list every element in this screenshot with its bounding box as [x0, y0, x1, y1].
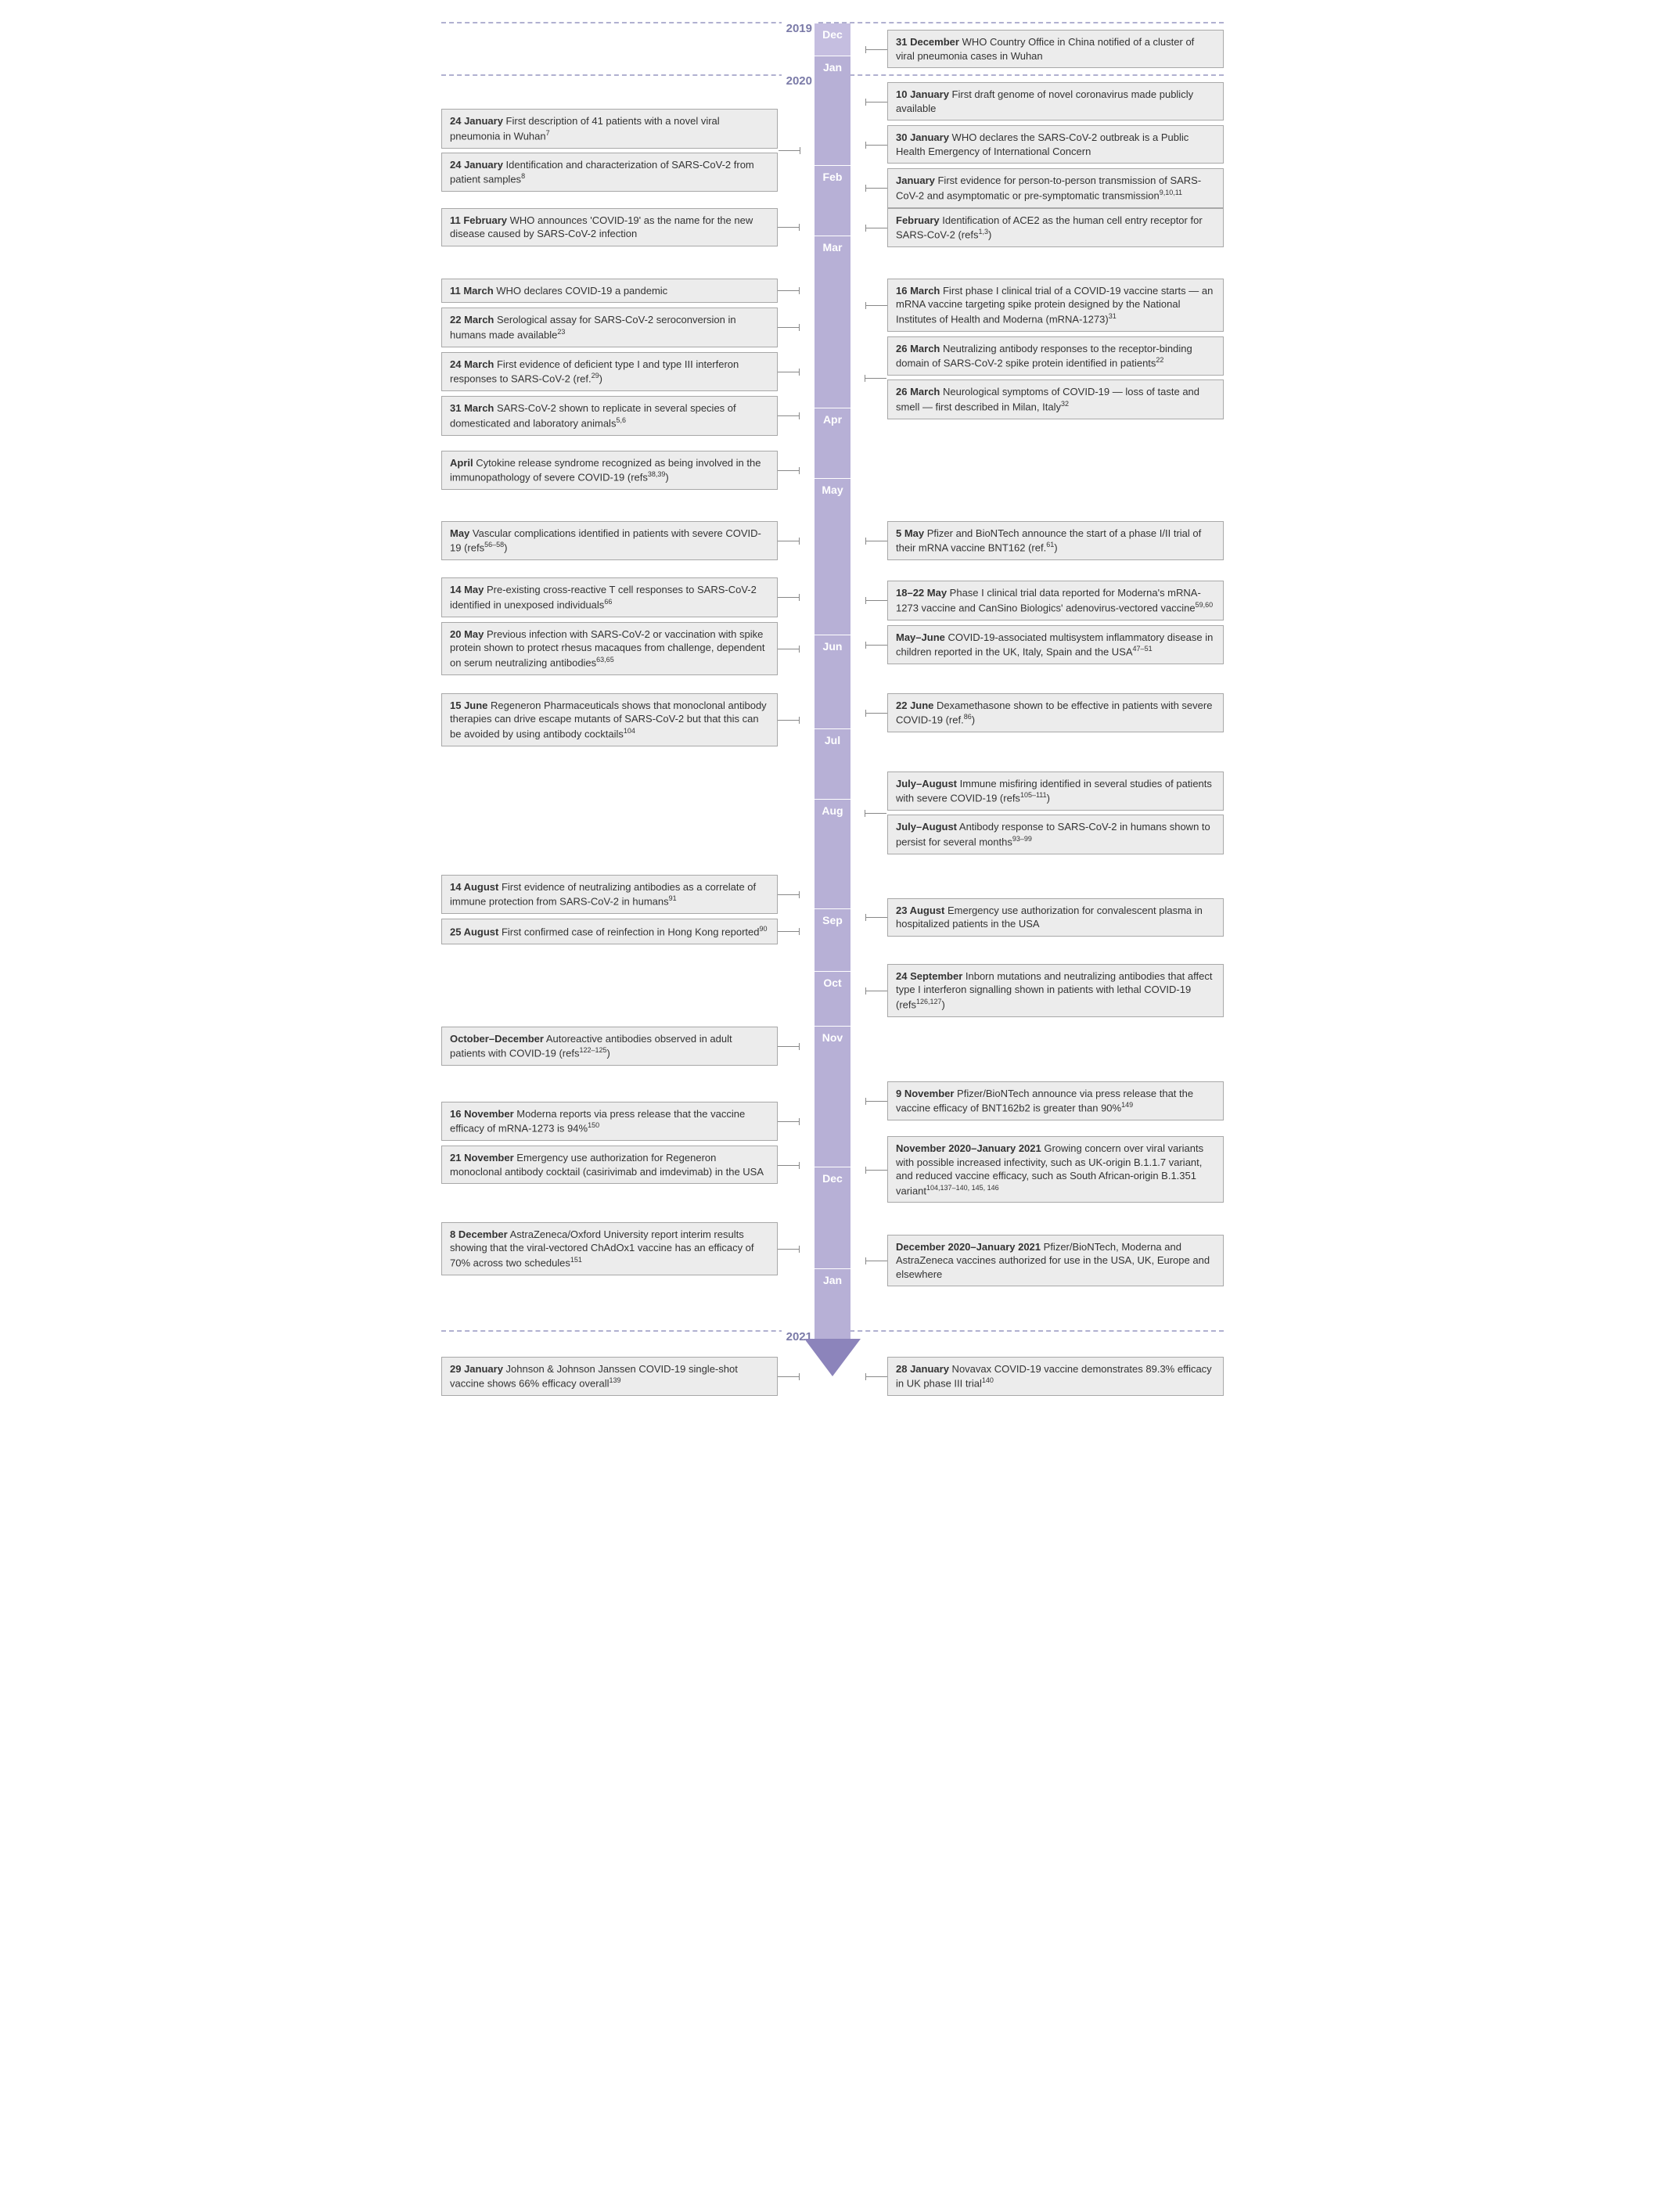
month-label: Oct [815, 972, 850, 1027]
event-box: 23 August Emergency use authorization fo… [887, 898, 1224, 937]
event-box: January First evidence for person-to-per… [887, 168, 1224, 207]
event-box: 8 December AstraZeneca/Oxford University… [441, 1222, 778, 1275]
event-box: 14 May Pre-existing cross-reactive T cel… [441, 577, 778, 617]
month-label: Feb [815, 166, 850, 236]
event-box: 26 March Neutralizing antibody responses… [887, 336, 1224, 376]
event-box: 15 June Regeneron Pharmaceuticals shows … [441, 693, 778, 746]
event-box: 18–22 May Phase I clinical trial data re… [887, 581, 1224, 620]
event-box: May–June COVID-19-associated multisystem… [887, 625, 1224, 664]
event-box: 24 January First description of 41 patie… [441, 109, 778, 148]
event-box: 24 September Inborn mutations and neutra… [887, 964, 1224, 1017]
event-box: 24 January Identification and characteri… [441, 153, 778, 192]
month-label: Jan [815, 1269, 850, 1340]
event-box: 21 November Emergency use authorization … [441, 1146, 778, 1184]
event-box: 29 January Johnson & Johnson Janssen COV… [441, 1357, 778, 1396]
event-box: 26 March Neurological symptoms of COVID-… [887, 379, 1224, 419]
month-label: May [815, 479, 850, 635]
month-axis: DecJanFebMarAprMayJunJulAugSepOctNovDecJ… [815, 23, 850, 1455]
event-box: April Cytokine release syndrome recogniz… [441, 451, 778, 490]
event-box: May Vascular complications identified in… [441, 521, 778, 560]
event-box: 5 May Pfizer and BioNTech announce the s… [887, 521, 1224, 560]
event-box: December 2020–January 2021 Pfizer/BioNTe… [887, 1235, 1224, 1287]
event-box: 16 November Moderna reports via press re… [441, 1102, 778, 1141]
event-box: October–December Autoreactive antibodies… [441, 1027, 778, 1066]
event-box: 22 June Dexamethasone shown to be effect… [887, 693, 1224, 732]
month-label: Aug [815, 800, 850, 909]
month-label: Apr [815, 408, 850, 479]
event-box: 30 January WHO declares the SARS-CoV-2 o… [887, 125, 1224, 164]
event-box: 16 March First phase I clinical trial of… [887, 279, 1224, 332]
month-label: Nov [815, 1027, 850, 1167]
event-box: 14 August First evidence of neutralizing… [441, 875, 778, 914]
event-box: November 2020–January 2021 Growing conce… [887, 1136, 1224, 1203]
month-label: Dec [815, 23, 850, 56]
event-box: February Identification of ACE2 as the h… [887, 208, 1224, 247]
timeline: DecJanFebMarAprMayJunJulAugSepOctNovDecJ… [441, 22, 1224, 1455]
month-label: Dec [815, 1167, 850, 1269]
month-label: Jan [815, 56, 850, 166]
event-box: 31 March SARS-CoV-2 shown to replicate i… [441, 396, 778, 435]
month-label: Jul [815, 729, 850, 800]
month-label: Mar [815, 236, 850, 408]
month-label: Sep [815, 909, 850, 972]
event-box: 31 December WHO Country Office in China … [887, 30, 1224, 68]
event-box: 11 February WHO announces 'COVID-19' as … [441, 208, 778, 246]
event-box: 20 May Previous infection with SARS-CoV-… [441, 622, 778, 675]
event-box: 9 November Pfizer/BioNTech announce via … [887, 1081, 1224, 1120]
event-box: 25 August First confirmed case of reinfe… [441, 919, 778, 944]
event-box: 28 January Novavax COVID-19 vaccine demo… [887, 1357, 1224, 1396]
event-box: July–August Immune misfiring identified … [887, 772, 1224, 811]
event-box: 24 March First evidence of deficient typ… [441, 352, 778, 391]
month-label: Jun [815, 635, 850, 729]
event-box: 10 January First draft genome of novel c… [887, 82, 1224, 120]
event-box: July–August Antibody response to SARS-Co… [887, 815, 1224, 854]
event-box: 22 March Serological assay for SARS-CoV-… [441, 308, 778, 347]
arrow-down-icon [804, 1339, 861, 1376]
event-box: 11 March WHO declares COVID-19 a pandemi… [441, 279, 778, 304]
